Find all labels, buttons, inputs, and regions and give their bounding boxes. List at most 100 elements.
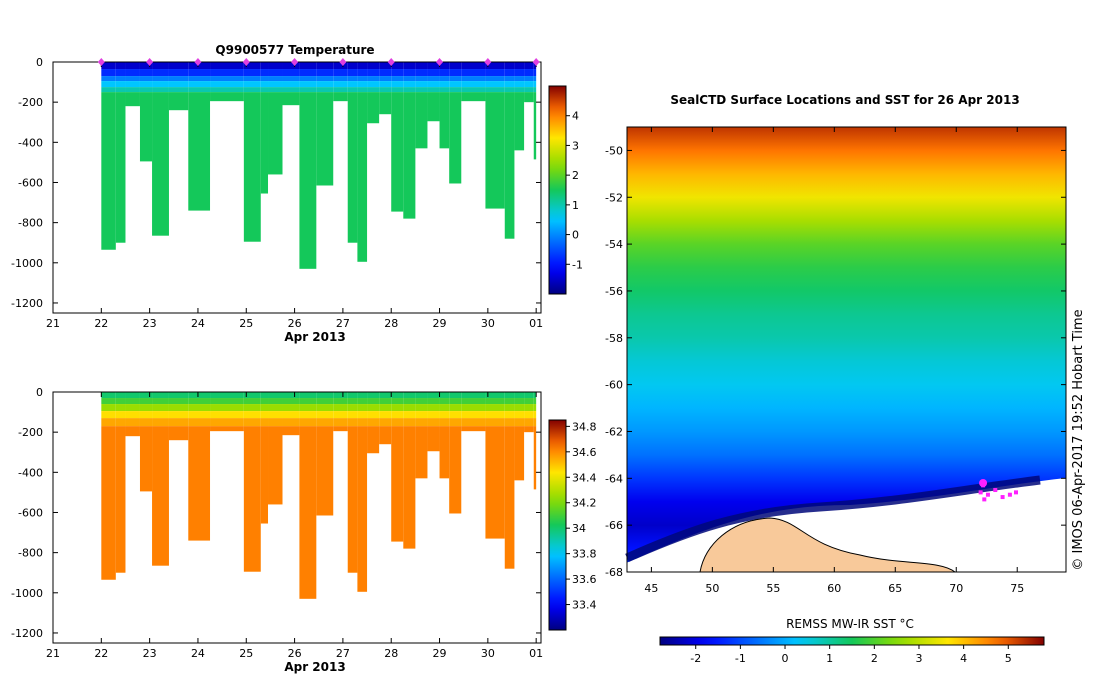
salinity-plot-cell (504, 418, 515, 427)
salinity-plot-cell (379, 418, 392, 427)
temperature-plot-profile (485, 62, 505, 209)
profile-marker (339, 58, 347, 66)
salinity-plot-cell (415, 418, 428, 427)
salinity-plot-cell (357, 392, 368, 399)
salinity-plot-colorbar-label: 33.8 (572, 548, 597, 561)
temperature-plot-cell (391, 81, 404, 88)
temperature-plot-cell (514, 62, 525, 70)
salinity-plot-cell (533, 404, 537, 412)
salinity-plot-cell (524, 418, 534, 427)
salinity-plot-cell (268, 398, 283, 405)
salinity-plot-cell (115, 411, 126, 419)
salinity-plot-cell (403, 418, 416, 427)
temperature-plot-cell (282, 62, 300, 70)
temperature-plot-cell (243, 87, 261, 93)
temperature-plot-cell (449, 87, 462, 93)
salinity-plot-cell (427, 426, 440, 452)
temperature-plot-cell (260, 76, 269, 82)
salinity-plot-cell (514, 426, 525, 481)
antarctica-land (699, 517, 957, 573)
salinity-plot-cell (115, 418, 126, 427)
map-y-tick-label: -50 (605, 144, 623, 157)
salinity-plot-cell (139, 418, 153, 427)
salinity-plot-profile (115, 392, 126, 573)
salinity-plot-cell (101, 426, 116, 580)
salinity-plot-cell (504, 392, 515, 399)
salinity-plot-cell (243, 426, 261, 572)
temperature-plot-cell (347, 87, 358, 93)
temperature-plot-profile (210, 62, 244, 102)
salinity-plot-cell (533, 392, 537, 399)
temperature-plot-cell (282, 81, 300, 88)
salinity-plot-profile (403, 392, 416, 549)
temperature-plot-profile (168, 62, 189, 111)
salinity-plot-cell (415, 404, 428, 412)
salinity-plot-cell (379, 398, 392, 405)
salinity-plot-cell (524, 404, 534, 412)
salinity-plot-cell (101, 398, 116, 405)
salinity-plot-profile (168, 392, 189, 441)
salinity-plot-profile (282, 392, 300, 436)
temperature-plot-profile (449, 62, 462, 184)
temperature-plot-cell (415, 92, 428, 149)
temperature-plot-cell (299, 87, 317, 93)
temperature-plot-cell (188, 76, 211, 82)
temperature-plot-cell (461, 69, 486, 77)
temperature-plot-cell (357, 62, 368, 70)
salinity-plot-cell (139, 404, 153, 412)
map-y-tick-label: -62 (605, 425, 623, 438)
salinity-plot-colorbar-label: 34 (572, 522, 586, 535)
salinity-plot-cell (391, 411, 404, 419)
temperature-plot-cell (152, 87, 169, 93)
temperature-plot-cell (115, 76, 126, 82)
salinity-plot-profile (504, 392, 515, 569)
salinity-plot-profile (243, 392, 261, 572)
salinity-plot-cell (125, 418, 140, 427)
salinity-plot-cell (168, 398, 189, 405)
temperature-plot-y-tick-label: -400 (18, 136, 43, 149)
salinity-plot-cell (210, 418, 244, 427)
temperature-plot-colorbar (548, 85, 567, 295)
salinity-plot-profile (268, 392, 283, 505)
salinity-plot-cell (514, 418, 525, 427)
salinity-plot-cell (168, 392, 189, 399)
temperature-plot-cell (210, 76, 244, 82)
salinity-plot-cell (403, 398, 416, 405)
salinity-plot-cell (210, 398, 244, 405)
salinity-plot-y-tick-label: 0 (36, 386, 43, 399)
salinity-plot-cell (243, 418, 261, 427)
salinity-plot-cell (188, 426, 211, 541)
salinity-plot-cell (152, 426, 169, 566)
salinity-plot-profile (461, 392, 486, 432)
map-y-tick-label: -52 (605, 191, 623, 204)
salinity-plot-profile (357, 392, 368, 592)
salinity-plot-cell (379, 392, 392, 399)
salinity-plot-cell (101, 411, 116, 419)
salinity-plot-colorbar-label: 34.4 (572, 471, 597, 484)
temperature-plot-cell (439, 69, 450, 77)
temperature-plot-cell (115, 81, 126, 88)
map-x-tick-label: 55 (766, 582, 780, 595)
salinity-plot-cell (427, 411, 440, 419)
temperature-plot-cell (514, 92, 525, 151)
map-frame (626, 126, 1067, 573)
map-title: SealCTD Surface Locations and SST for 26… (670, 93, 1019, 107)
map-y-tick-label: -58 (605, 332, 623, 345)
salinity-plot-cell (101, 418, 116, 427)
temperature-plot-cell (210, 81, 244, 88)
salinity-plot-x-tick-label: 25 (239, 647, 253, 660)
temperature-plot-cell (439, 87, 450, 93)
salinity-plot-cell (316, 398, 334, 405)
salinity-plot-cell (347, 426, 358, 573)
salinity-plot-cell (449, 411, 462, 419)
salinity-plot-y-tick-label: -200 (18, 426, 43, 439)
salinity-plot-cell (461, 411, 486, 419)
ice-edge-band (625, 475, 1041, 563)
salinity-plot-cell (504, 398, 515, 405)
temperature-plot-cell (504, 87, 515, 93)
temperature-plot-cell (268, 62, 283, 70)
salinity-plot-cell (316, 404, 334, 412)
salinity-plot-cell (299, 392, 317, 399)
temperature-plot-cell (139, 81, 153, 88)
temperature-plot-cell (125, 81, 140, 88)
